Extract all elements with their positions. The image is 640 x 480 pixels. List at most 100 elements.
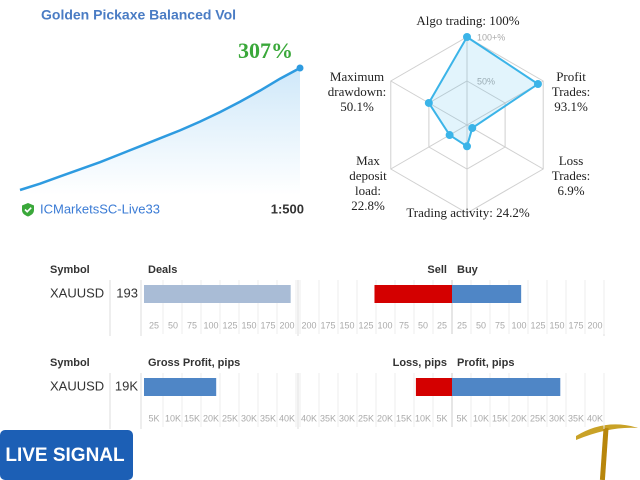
radar-ring-label: 100+% [477,32,505,42]
x-tick-label: 15K [492,413,508,423]
x-tick-label: 200 [587,320,602,330]
x-tick-label: 25 [437,320,447,330]
pickaxe-icon [576,424,638,480]
x-tick-label: 100 [203,320,218,330]
x-tick-label: 50 [476,320,486,330]
x-tick-label: 5K [456,413,467,423]
radar-point [463,142,471,151]
radar-axis-label: Trades: [552,84,591,99]
x-tick-label: 50 [418,320,428,330]
x-tick-label: 10K [415,413,431,423]
growth-end-dot [296,64,304,72]
x-tick-label: 150 [241,320,256,330]
x-tick-label: 35K [260,413,276,423]
radar-axis-label: Maximum [330,69,384,84]
radar-axis-label: Loss [559,153,584,168]
leverage: 1:500 [271,201,304,216]
x-tick-label: 100 [377,320,392,330]
x-tick-label: 20K [511,413,527,423]
x-tick-label: 200 [301,320,316,330]
broker-name[interactable]: ICMarketsSC-Live33 [40,201,160,216]
live-signal-badge[interactable] [0,430,133,480]
x-tick-label: 15K [396,413,412,423]
badge-text[interactable]: LIVE SIGNAL [5,445,125,466]
radar-point [463,33,471,41]
x-tick-label: 5K [436,413,447,423]
radar-axis-label: Algo trading: 100% [416,13,519,28]
x-tick-label: 10K [473,413,489,423]
x-tick-label: 5K [148,413,159,423]
x-tick-label: 175 [260,320,275,330]
x-tick-label: 125 [530,320,545,330]
radar-ring-label: 50% [477,76,495,86]
radar-axis-label: 22.8% [351,198,385,213]
x-tick-label: 35K [320,413,336,423]
column-header: Symbol [50,264,90,276]
x-tick-label: 75 [187,320,197,330]
radar-axis-label: 50.1% [340,99,374,114]
x-tick-label: 30K [241,413,257,423]
radar-spoke [390,124,468,170]
x-tick-label: 150 [549,320,564,330]
x-tick-label: 20K [377,413,393,423]
x-tick-label: 50 [168,320,178,330]
growth-line [19,66,301,192]
radar-axis-label: Trades: [552,168,591,183]
radar-point [445,131,454,140]
x-tick-label: 10K [165,413,181,423]
left-bar [374,285,452,303]
x-tick-label: 25K [530,413,546,423]
column-header: Profit, pips [457,357,514,369]
x-tick-label: 100 [511,320,526,330]
total-bar [144,378,217,396]
left-bar [415,378,452,396]
x-tick-label: 25K [222,413,238,423]
symbol-cell: XAUUSD [50,378,104,393]
radar-point [533,80,542,89]
right-bar [452,285,522,303]
x-tick-label: 175 [320,320,335,330]
column-header: Gross Profit, pips [148,357,240,369]
radar-point [468,124,477,133]
radar-spoke [466,124,544,170]
column-header: Loss, pips [393,357,447,369]
radar-axis-label: Max [356,153,380,168]
x-tick-label: 15K [184,413,200,423]
radar-axis-label: Trading activity: 24.2% [406,205,530,220]
x-tick-label: 20K [203,413,219,423]
radar-axis-label: 6.9% [557,183,584,198]
x-tick-label: 75 [399,320,409,330]
column-header: Deals [148,264,177,276]
total-bar [144,285,291,303]
column-header: Buy [457,264,479,276]
radar-axis-label: deposit [349,168,387,183]
right-bar [452,378,561,396]
radar-axis-label: load: [355,183,381,198]
radar-area [427,35,540,148]
x-tick-label: 40K [279,413,295,423]
symbol-cell: XAUUSD [50,285,104,300]
radar-axis-label: 93.1% [554,99,588,114]
growth-area [20,68,300,195]
signal-title: Golden Pickaxe Balanced Vol [41,7,236,23]
total-cell: 19K [115,378,138,393]
x-tick-label: 30K [549,413,565,423]
x-tick-label: 40K [587,413,603,423]
x-tick-label: 30K [339,413,355,423]
x-tick-label: 40K [301,413,317,423]
growth-value: 307% [238,38,293,63]
x-tick-label: 200 [279,320,294,330]
x-tick-label: 75 [495,320,505,330]
x-tick-label: 25 [149,320,159,330]
column-header: Symbol [50,357,90,369]
radar-axis-label: drawdown: [328,84,387,99]
x-tick-label: 25K [358,413,374,423]
total-cell: 193 [116,285,138,300]
x-tick-label: 35K [568,413,584,423]
x-tick-label: 125 [358,320,373,330]
column-header: Sell [427,264,447,276]
x-tick-label: 175 [568,320,583,330]
x-tick-label: 25 [457,320,467,330]
radar-axis-label: Profit [556,69,586,84]
